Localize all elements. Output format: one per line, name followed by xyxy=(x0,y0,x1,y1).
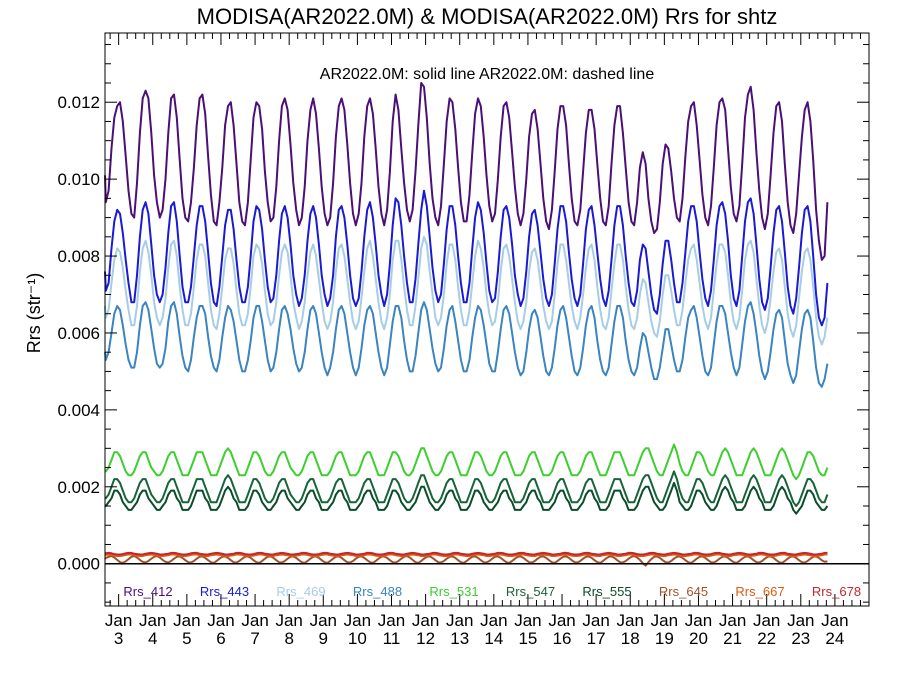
series-line-rrs-443 xyxy=(104,189,829,327)
x-tick-month-label: Jan xyxy=(378,611,405,630)
chart-title: MODISA(AR2022.0M) & MODISA(AR2022.0M) Rr… xyxy=(197,4,778,29)
x-tick-month-label: Jan xyxy=(412,611,439,630)
x-tick-year-label: 5 xyxy=(182,629,191,648)
legend-entry-rrs-667: Rrs_667 xyxy=(735,584,784,599)
legend-entry-rrs-531: Rrs_531 xyxy=(429,584,478,599)
legend-entry-rrs-555: Rrs_555 xyxy=(582,584,631,599)
series-line-rrs-678 xyxy=(104,551,828,556)
series-line-rrs-531 xyxy=(104,443,829,481)
legend-entry-rrs-412: Rrs_412 xyxy=(123,584,172,599)
x-tick-month-label: Jan xyxy=(719,611,746,630)
x-tick-month-label: Jan xyxy=(582,611,609,630)
y-tick-label: 0.006 xyxy=(57,324,100,343)
x-tick-year-label: 16 xyxy=(553,629,572,648)
x-tick-month-label: Jan xyxy=(241,611,268,630)
x-tick-year-label: 14 xyxy=(484,629,503,648)
x-tick-year-label: 12 xyxy=(416,629,435,648)
legend-entry-rrs-469: Rrs_469 xyxy=(276,584,325,599)
x-tick-year-label: 3 xyxy=(114,629,123,648)
legend-entry-rrs-443: Rrs_443 xyxy=(200,584,249,599)
plot-area: 0.0000.0020.0040.0060.0080.0100.012Jan3J… xyxy=(57,32,870,648)
x-tick-year-label: 6 xyxy=(216,629,225,648)
x-tick-month-label: Jan xyxy=(310,611,337,630)
y-tick-label: 0.012 xyxy=(57,93,100,112)
x-tick-month-label: Jan xyxy=(275,611,302,630)
x-tick-year-label: 11 xyxy=(383,629,401,648)
x-tick-month-label: Jan xyxy=(105,611,132,630)
y-tick-label: 0.010 xyxy=(57,170,100,189)
legend-entry-rrs-547: Rrs_547 xyxy=(506,584,555,599)
x-tick-month-label: Jan xyxy=(344,611,371,630)
y-tick-label: 0.008 xyxy=(57,247,100,266)
x-tick-month-label: Jan xyxy=(753,611,780,630)
x-tick-month-label: Jan xyxy=(139,611,166,630)
x-tick-year-label: 19 xyxy=(655,629,674,648)
legend-entry-rrs-488: Rrs_488 xyxy=(353,584,402,599)
x-tick-year-label: 15 xyxy=(518,629,537,648)
x-tick-year-label: 13 xyxy=(450,629,469,648)
series-line-rrs-412 xyxy=(104,82,829,261)
y-axis-label: Rrs (str⁻¹) xyxy=(24,273,44,353)
x-tick-month-label: Jan xyxy=(207,611,234,630)
line-style-annotation: AR2022.0M: solid line AR2022.0M: dashed … xyxy=(320,66,655,83)
legend-entry-rrs-645: Rrs_645 xyxy=(659,584,708,599)
y-tick-label: 0.000 xyxy=(57,555,100,574)
series-line-rrs-547 xyxy=(104,470,829,507)
plot-frame xyxy=(104,32,870,607)
legend-entry-rrs-678: Rrs_678 xyxy=(812,584,861,599)
x-tick-year-label: 17 xyxy=(587,629,606,648)
y-tick-label: 0.004 xyxy=(57,401,100,420)
x-tick-year-label: 9 xyxy=(319,629,328,648)
x-tick-month-label: Jan xyxy=(173,611,200,630)
x-tick-month-label: Jan xyxy=(480,611,507,630)
x-tick-year-label: 20 xyxy=(689,629,708,648)
x-tick-month-label: Jan xyxy=(821,611,848,630)
x-tick-month-label: Jan xyxy=(617,611,644,630)
x-tick-month-label: Jan xyxy=(514,611,541,630)
x-tick-year-label: 10 xyxy=(348,629,367,648)
x-tick-month-label: Jan xyxy=(787,611,814,630)
x-tick-year-label: 22 xyxy=(757,629,776,648)
x-tick-month-label: Jan xyxy=(548,611,575,630)
series-line-rrs-667 xyxy=(104,553,828,557)
x-tick-month-label: Jan xyxy=(651,611,678,630)
x-tick-year-label: 4 xyxy=(148,629,157,648)
x-tick-year-label: 18 xyxy=(621,629,640,648)
series-line-rrs-488 xyxy=(104,301,829,388)
x-tick-month-label: Jan xyxy=(446,611,473,630)
x-tick-year-label: 7 xyxy=(250,629,259,648)
x-tick-year-label: 23 xyxy=(791,629,810,648)
x-tick-year-label: 24 xyxy=(825,629,844,648)
x-tick-year-label: 21 xyxy=(723,629,742,648)
x-tick-year-label: 8 xyxy=(284,629,293,648)
y-tick-label: 0.002 xyxy=(57,478,100,497)
series-line-rrs-555 xyxy=(104,481,829,515)
series-line-rrs-469 xyxy=(104,235,829,346)
x-tick-month-label: Jan xyxy=(685,611,712,630)
